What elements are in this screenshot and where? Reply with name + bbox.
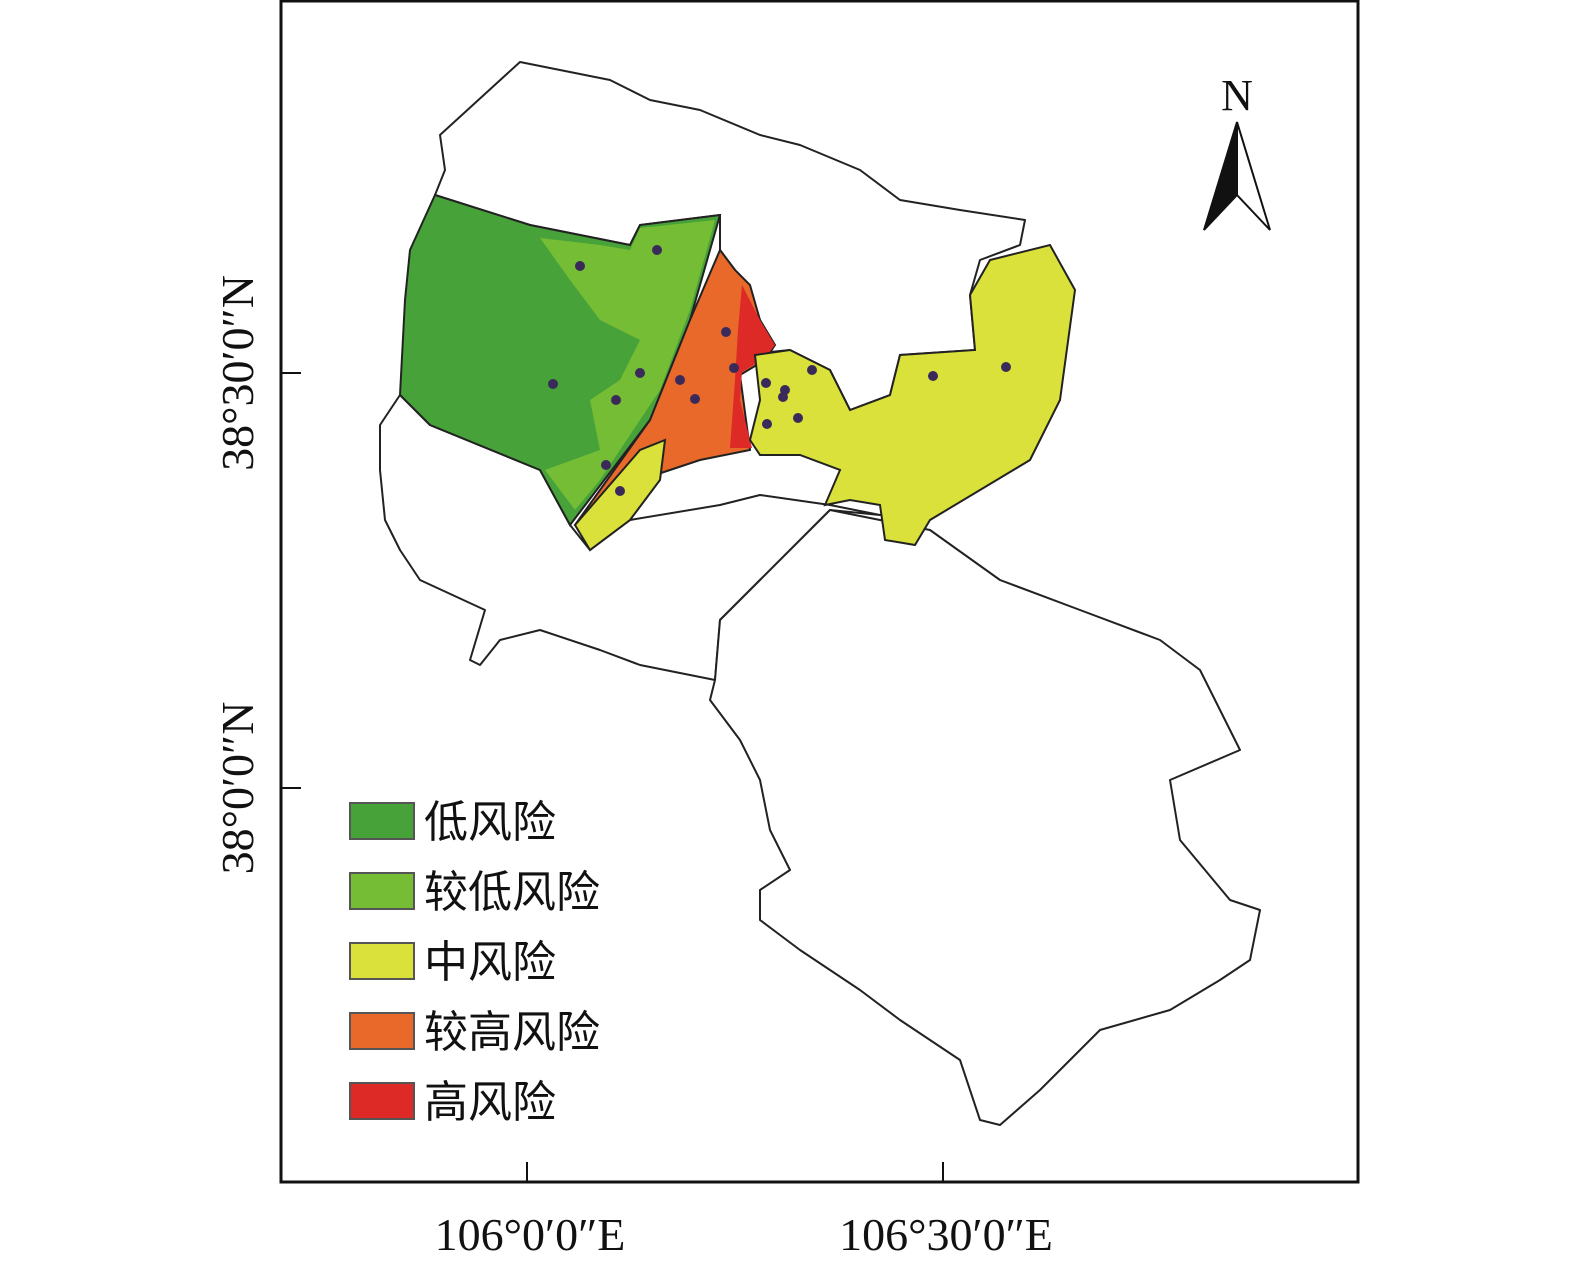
x-tick-label: 106°30′0″E: [839, 1209, 1053, 1260]
region-southeast: [709, 509, 1261, 1126]
zone-high: [730, 285, 775, 448]
legend-swatch: [349, 872, 415, 910]
legend-swatch: [349, 1012, 415, 1050]
y-tick-label: 38°0′0″N: [212, 702, 263, 875]
legend-label: 中风险: [424, 938, 556, 987]
legend-swatch: [349, 802, 415, 840]
sample-points: [548, 245, 1011, 496]
legend-swatch: [349, 942, 415, 980]
y-tick-label: 38°30′0″N: [212, 275, 263, 471]
legend-label: 较高风险: [424, 1008, 600, 1057]
x-tick-label: 106°0′0″E: [435, 1209, 626, 1260]
legend-swatch: [349, 1082, 415, 1120]
legend-label: 较低风险: [424, 868, 600, 917]
zone-medium: [748, 243, 1077, 547]
zone-lower: [540, 220, 715, 510]
north-arrow-right: [1236, 121, 1271, 231]
legend-label: 高风险: [424, 1078, 556, 1127]
legend-label: 低风险: [424, 798, 556, 847]
north-label: N: [1221, 71, 1253, 120]
